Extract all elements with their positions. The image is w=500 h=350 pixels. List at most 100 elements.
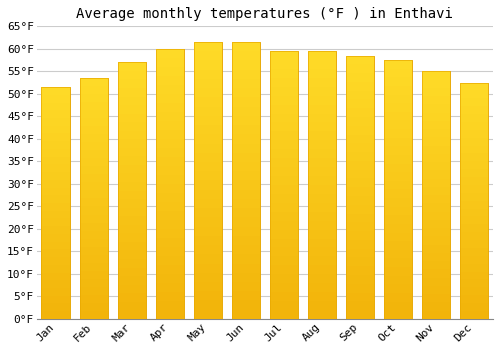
Bar (156, 58, 184, 67)
Bar (42, 203, 70, 211)
Bar (194, 199, 222, 208)
Bar (80, 303, 108, 311)
Bar (422, 286, 450, 294)
Bar (232, 171, 260, 181)
Bar (194, 236, 222, 245)
Bar (80, 134, 108, 142)
Bar (384, 120, 412, 129)
Bar (270, 149, 298, 158)
Bar (156, 103, 184, 112)
Bar (308, 60, 336, 69)
Bar (194, 245, 222, 254)
Bar (80, 118, 108, 126)
Bar (346, 187, 374, 196)
Bar (346, 178, 374, 187)
Bar (156, 76, 184, 85)
Bar (384, 69, 412, 77)
Bar (194, 97, 222, 107)
Bar (80, 182, 108, 190)
Bar (346, 91, 374, 99)
Bar (42, 218, 70, 226)
Bar (270, 96, 298, 105)
Bar (80, 263, 108, 271)
Bar (308, 105, 336, 113)
Bar (384, 172, 412, 181)
Bar (118, 114, 146, 122)
Bar (194, 190, 222, 199)
Bar (118, 310, 146, 319)
Bar (118, 174, 146, 182)
Bar (156, 148, 184, 157)
Bar (460, 201, 488, 209)
Bar (270, 239, 298, 247)
Bar (460, 264, 488, 272)
Bar (308, 96, 336, 105)
Bar (232, 310, 260, 319)
Bar (422, 311, 450, 319)
Bar (194, 88, 222, 97)
Bar (118, 208, 146, 216)
Bar (42, 95, 70, 103)
Bar (460, 83, 488, 90)
Bar (422, 146, 450, 154)
Bar (422, 162, 450, 170)
Bar (270, 292, 298, 301)
Bar (384, 284, 412, 293)
Bar (384, 207, 412, 215)
Bar (232, 162, 260, 171)
Bar (42, 195, 70, 203)
Bar (118, 302, 146, 310)
Bar (308, 265, 336, 274)
Bar (42, 87, 70, 319)
Bar (194, 79, 222, 88)
Bar (308, 257, 336, 265)
Bar (232, 79, 260, 88)
Bar (80, 126, 108, 134)
Bar (194, 282, 222, 291)
Bar (384, 112, 412, 120)
Bar (384, 60, 412, 319)
Bar (270, 265, 298, 274)
Bar (308, 158, 336, 167)
Bar (346, 170, 374, 178)
Bar (232, 181, 260, 190)
Bar (232, 153, 260, 162)
Bar (232, 226, 260, 236)
Bar (308, 239, 336, 247)
Bar (80, 295, 108, 303)
Bar (194, 42, 222, 319)
Bar (194, 125, 222, 134)
Bar (118, 293, 146, 302)
Bar (460, 303, 488, 311)
Bar (194, 153, 222, 162)
Bar (422, 302, 450, 311)
Bar (460, 216, 488, 224)
Bar (270, 51, 298, 319)
Bar (346, 161, 374, 170)
Bar (80, 215, 108, 223)
Bar (156, 301, 184, 310)
Bar (118, 259, 146, 267)
Bar (118, 276, 146, 285)
Bar (422, 170, 450, 178)
Bar (80, 255, 108, 263)
Bar (118, 225, 146, 233)
Bar (118, 165, 146, 174)
Bar (422, 236, 450, 245)
Bar (156, 238, 184, 247)
Bar (422, 129, 450, 137)
Bar (346, 310, 374, 319)
Bar (118, 156, 146, 165)
Bar (232, 282, 260, 291)
Bar (194, 226, 222, 236)
Bar (194, 162, 222, 171)
Bar (308, 113, 336, 122)
Bar (384, 60, 412, 319)
Bar (270, 105, 298, 113)
Bar (460, 83, 488, 319)
Bar (270, 87, 298, 96)
Bar (232, 245, 260, 254)
Bar (80, 174, 108, 182)
Bar (80, 94, 108, 102)
Bar (232, 97, 260, 107)
